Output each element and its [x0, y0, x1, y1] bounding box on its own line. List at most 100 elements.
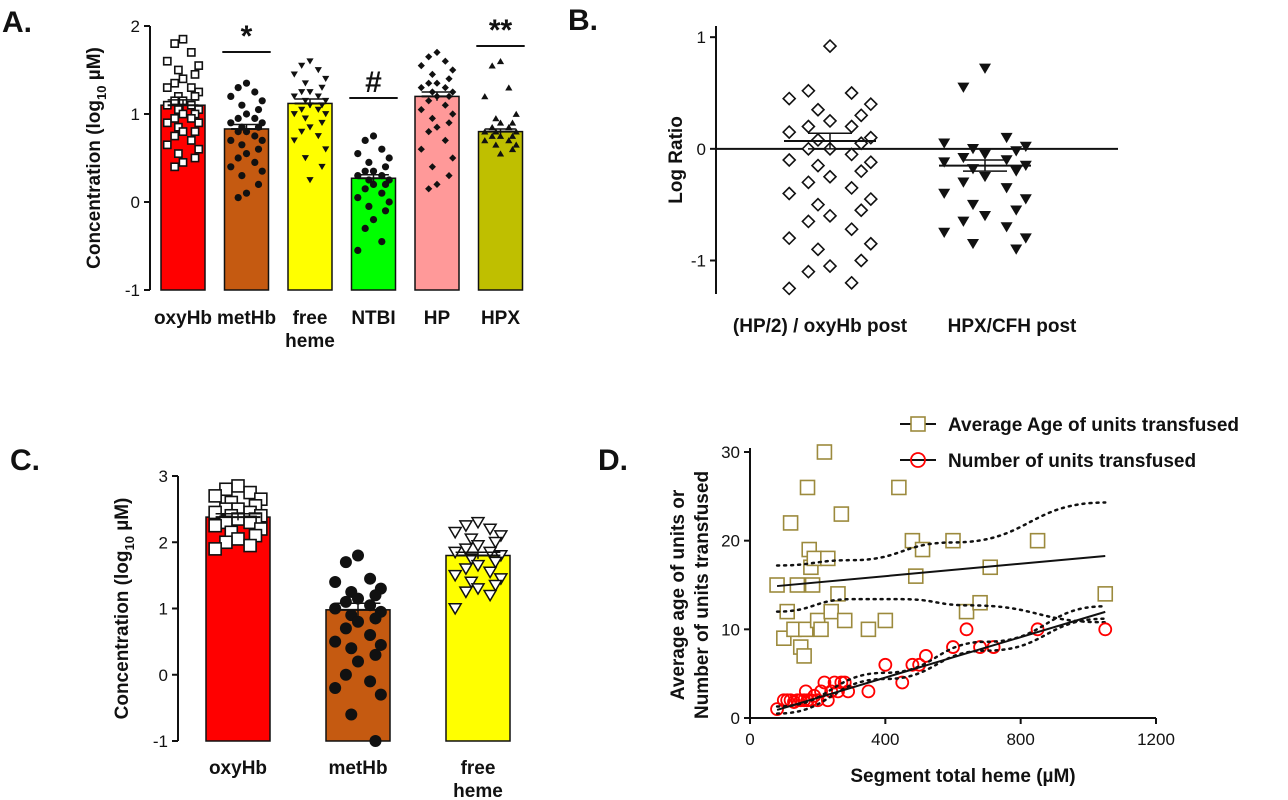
data-point — [306, 177, 314, 184]
data-point — [836, 612, 853, 629]
data-point — [162, 118, 172, 128]
data-point — [374, 688, 387, 701]
legend-label: Average Age of units transfused — [948, 415, 1239, 436]
x-category-label: metHb — [217, 308, 276, 329]
data-point — [863, 236, 878, 251]
x-axis-title: Segment total heme (µM) — [850, 766, 1075, 787]
x-tick-label: 0 — [745, 730, 754, 749]
data-point — [318, 119, 326, 127]
data-point — [369, 735, 382, 747]
data-point — [178, 158, 188, 167]
data-point — [470, 559, 486, 573]
data-point — [488, 62, 496, 69]
bar — [287, 102, 333, 291]
y-tick-label: -1 — [691, 252, 706, 271]
data-point — [369, 612, 382, 625]
data-point — [242, 110, 251, 118]
data-point — [1097, 586, 1114, 602]
data-point — [441, 84, 449, 92]
data-point — [938, 188, 951, 199]
data-point — [314, 67, 322, 74]
data-point — [799, 479, 816, 496]
data-point — [957, 152, 970, 164]
x-category-label: HPX/CFH post — [948, 316, 1077, 337]
confidence-band-upper — [775, 501, 1107, 567]
data-point — [329, 635, 342, 648]
data-point — [298, 89, 306, 96]
data-point — [878, 657, 893, 672]
data-point — [170, 114, 180, 123]
data-point — [425, 128, 433, 136]
data-point — [441, 136, 449, 144]
panel-b: B. -1 0 1 Log Ratio (HP/2) / oxyHb post HPX/CF… — [568, 4, 1118, 337]
data-point — [162, 56, 172, 66]
data-point — [381, 163, 390, 171]
data-point — [227, 92, 235, 100]
panel-letter: C. — [10, 444, 40, 477]
data-point — [251, 88, 259, 96]
data-point — [449, 66, 457, 74]
data-point — [190, 153, 200, 163]
data-point — [369, 216, 378, 224]
data-point — [860, 621, 877, 638]
data-point — [844, 275, 859, 290]
panel-letter: B. — [568, 4, 598, 37]
data-point — [329, 602, 342, 615]
legend-label: Number of units transfused — [948, 451, 1196, 472]
data-point — [505, 137, 513, 144]
y-axis-title: Average age of units or — [668, 489, 689, 700]
data-point — [194, 61, 204, 70]
data-point — [381, 180, 390, 188]
data-point — [827, 675, 842, 690]
data-point — [512, 110, 520, 117]
data-point — [186, 114, 196, 123]
data-point — [816, 444, 833, 460]
data-point — [863, 155, 878, 170]
data-point — [822, 258, 838, 274]
data-point — [364, 629, 377, 641]
data-point — [208, 489, 222, 503]
data-point — [369, 180, 378, 188]
data-point — [810, 102, 826, 117]
data-point — [369, 132, 378, 140]
data-point — [190, 92, 200, 101]
data-point — [170, 78, 180, 88]
data-point — [254, 180, 263, 188]
data-point — [957, 177, 970, 188]
data-point — [251, 158, 259, 166]
data-point — [488, 536, 503, 550]
data-point — [905, 657, 920, 672]
data-point — [354, 150, 362, 158]
data-point — [290, 71, 298, 78]
data-point — [482, 523, 498, 536]
x-category-label: free — [293, 308, 328, 329]
data-point — [957, 216, 970, 227]
data-point — [782, 281, 797, 296]
data-point — [339, 668, 352, 681]
data-point — [801, 119, 816, 134]
data-point — [170, 96, 180, 106]
data-point — [967, 238, 979, 250]
data-point — [243, 538, 257, 553]
data-point — [820, 550, 836, 567]
data-point — [329, 682, 342, 694]
bar — [325, 609, 391, 742]
data-point — [445, 119, 453, 127]
data-point — [417, 106, 425, 114]
panel-c: C. -1 0 1 2 3 Concentration (log10 µM) oxyHb met… — [10, 444, 511, 800]
y-tick-label: 0 — [697, 140, 706, 159]
data-point — [493, 530, 509, 543]
data-point — [470, 516, 486, 530]
data-point — [979, 63, 991, 74]
data-point — [458, 520, 474, 533]
data-point — [339, 595, 352, 608]
data-point — [254, 145, 263, 153]
x-tick-label: 800 — [1006, 730, 1034, 749]
data-point — [492, 115, 500, 122]
x-category-label: heme — [285, 331, 335, 352]
data-point — [238, 101, 246, 109]
data-point — [162, 140, 172, 150]
data-point — [822, 208, 838, 223]
data-point — [967, 144, 979, 155]
